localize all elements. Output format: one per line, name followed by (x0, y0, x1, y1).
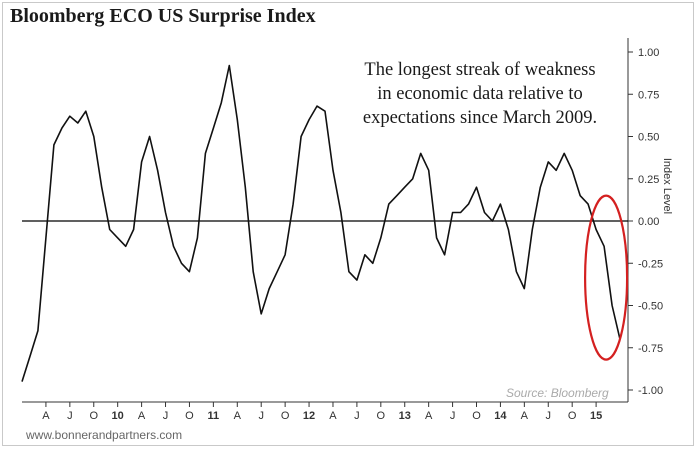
x-tick-label: J (67, 410, 73, 422)
x-tick-label: J (354, 410, 360, 422)
x-tick-label: A (329, 410, 337, 422)
y-tick-label: 1.00 (638, 47, 659, 59)
y-tick-label: -1.00 (638, 385, 663, 397)
highlight-ellipse (583, 194, 629, 361)
x-tick-label: O (377, 410, 386, 422)
x-tick-label: J (163, 410, 169, 422)
y-tick-label: 0.25 (638, 174, 659, 186)
y-axis-label: Index Level (661, 157, 673, 215)
x-tick-label: 14 (494, 410, 507, 422)
y-tick-label: 0.50 (638, 132, 659, 144)
x-tick-label: 13 (399, 410, 411, 422)
y-tick-label: -0.25 (638, 258, 663, 270)
chart-annotation: The longest streak of weakness in econom… (362, 60, 598, 128)
source-note: Source: Bloomberg (506, 386, 609, 400)
x-tick-label: 12 (303, 410, 315, 422)
x-tick-label: A (425, 410, 433, 422)
x-tick-label: A (138, 410, 146, 422)
x-tick-label: J (546, 410, 552, 422)
x-tick-label: J (450, 410, 456, 422)
series-line-eco-surprise (21, 64, 621, 382)
x-tick-label: 15 (590, 410, 602, 422)
website-footer: www.bonnerandpartners.com (26, 428, 183, 442)
x-tick-label: A (42, 410, 50, 422)
x-tick-label: A (234, 410, 242, 422)
x-tick-label: O (89, 410, 98, 422)
y-tick-label: 0.00 (638, 216, 659, 228)
x-tick-label: O (281, 410, 290, 422)
x-tick-label: O (185, 410, 194, 422)
y-tick-label: 0.75 (638, 89, 659, 101)
y-tick-label: -0.50 (638, 301, 663, 313)
x-tick-label: 11 (208, 410, 220, 422)
x-tick-label: J (258, 410, 264, 422)
y-tick-label: -0.75 (638, 343, 663, 355)
x-tick-label: O (472, 410, 481, 422)
x-tick-label: 10 (112, 410, 124, 422)
x-tick-label: A (521, 410, 529, 422)
ticks: 1.00 0.75 0.50 0.25 0.00 -0.25 -0.50 -0.75 -1.00… (42, 47, 663, 422)
chart-title: Bloomberg ECO US Surprise Index (10, 5, 316, 27)
x-tick-label: O (568, 410, 577, 422)
chart-frame (2, 2, 694, 446)
axes (22, 38, 629, 403)
